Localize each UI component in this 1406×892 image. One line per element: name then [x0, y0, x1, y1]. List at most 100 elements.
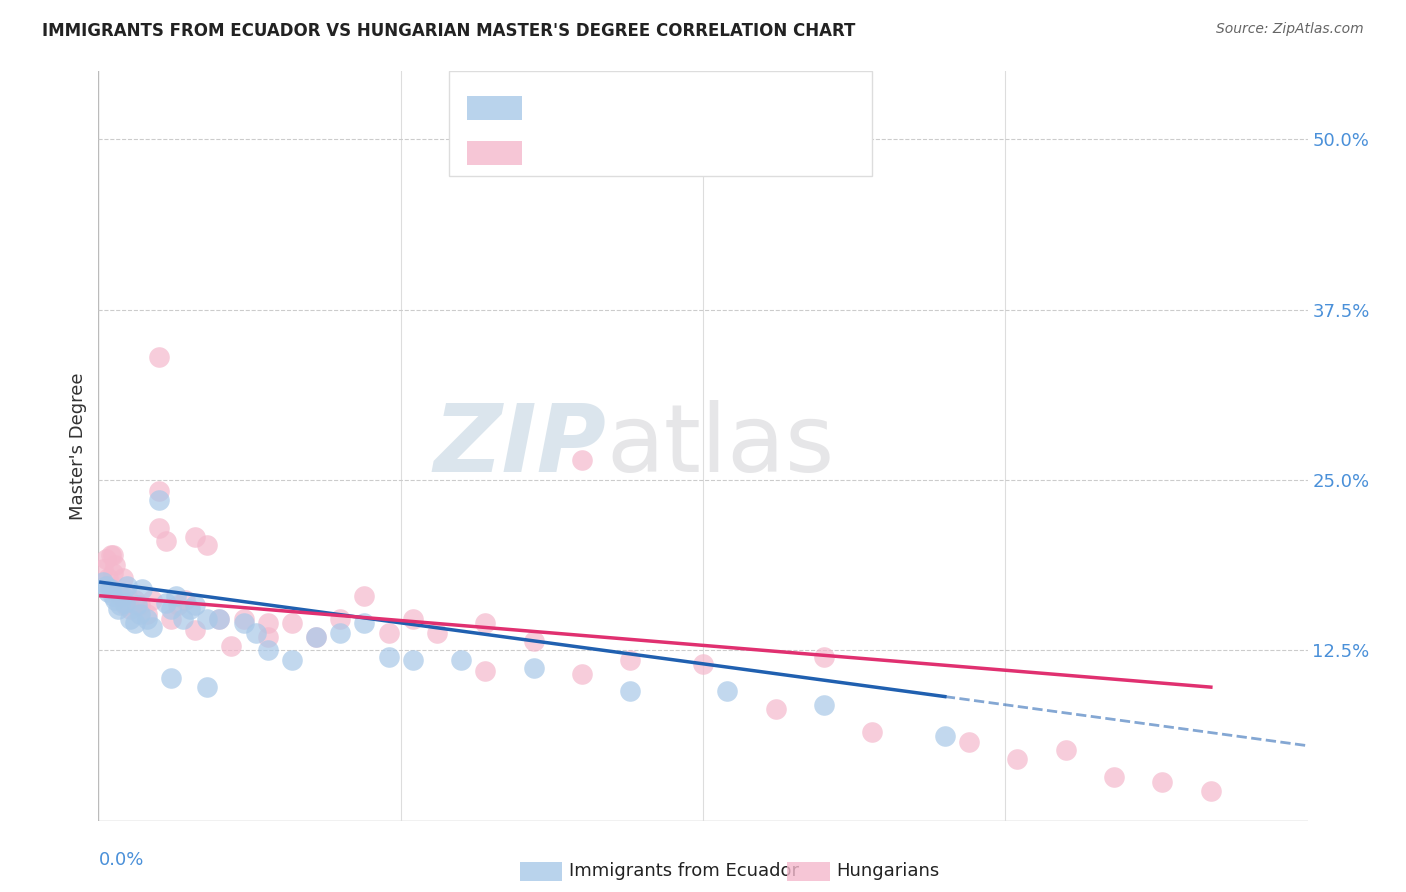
Point — [97, 584, 120, 599]
Point — [377, 650, 399, 665]
Text: Hungarians: Hungarians — [837, 863, 939, 880]
Bar — [467, 141, 522, 165]
Point — [167, 599, 190, 613]
Point — [127, 599, 149, 613]
Point — [148, 351, 170, 365]
Bar — [467, 96, 522, 120]
Point — [692, 657, 714, 671]
Point — [860, 725, 883, 739]
Point — [256, 643, 278, 657]
Point — [100, 582, 122, 596]
Point — [523, 661, 546, 675]
Point — [141, 620, 163, 634]
Point — [124, 593, 146, 607]
Point — [148, 521, 170, 535]
Point — [101, 589, 124, 603]
Point — [934, 729, 956, 743]
Point — [232, 616, 254, 631]
Point — [160, 671, 183, 685]
Point — [256, 630, 278, 644]
Point — [135, 612, 157, 626]
Point — [1007, 752, 1029, 766]
Point — [1102, 770, 1125, 784]
Point — [305, 630, 328, 644]
Point — [619, 653, 641, 667]
Point — [155, 534, 177, 549]
Point — [94, 552, 117, 566]
Point — [101, 548, 124, 562]
Point — [108, 589, 131, 603]
Point — [179, 602, 201, 616]
Point — [232, 612, 254, 626]
Point — [118, 612, 141, 626]
Point — [160, 612, 183, 626]
Point — [208, 612, 231, 626]
Point — [1199, 783, 1222, 797]
Text: Immigrants from Ecuador: Immigrants from Ecuador — [569, 863, 800, 880]
Point — [1152, 775, 1174, 789]
Point — [353, 616, 375, 631]
Point — [256, 616, 278, 631]
Point — [124, 616, 146, 631]
Point — [118, 602, 141, 616]
Text: 0.0%: 0.0% — [98, 851, 143, 869]
Point — [377, 625, 399, 640]
Point — [281, 653, 304, 667]
Point — [91, 561, 114, 575]
Text: R = -0.207   N = 55: R = -0.207 N = 55 — [534, 144, 710, 162]
Point — [571, 452, 593, 467]
Point — [957, 734, 980, 748]
Point — [281, 616, 304, 631]
Text: R = -0.493   N = 44: R = -0.493 N = 44 — [534, 99, 711, 117]
Point — [619, 684, 641, 698]
Point — [104, 558, 127, 572]
Point — [329, 612, 352, 626]
Point — [128, 599, 150, 613]
Point — [245, 625, 267, 640]
Point — [174, 593, 197, 607]
Point — [114, 596, 136, 610]
Point — [474, 616, 496, 631]
Point — [114, 599, 136, 613]
Point — [571, 666, 593, 681]
Point — [184, 599, 207, 613]
Point — [221, 640, 243, 654]
Point — [195, 612, 218, 626]
Point — [402, 612, 425, 626]
Point — [141, 593, 163, 607]
Point — [101, 566, 124, 580]
Point — [160, 602, 183, 616]
Point — [813, 650, 835, 665]
Point — [208, 612, 231, 626]
Point — [450, 653, 472, 667]
Point — [1054, 743, 1077, 757]
Point — [165, 589, 187, 603]
Point — [135, 607, 157, 621]
Point — [111, 589, 134, 603]
Point — [97, 571, 120, 585]
Point — [813, 698, 835, 712]
Point — [195, 538, 218, 552]
Point — [148, 493, 170, 508]
Point — [155, 596, 177, 610]
Point — [305, 630, 328, 644]
Point — [107, 584, 129, 599]
Point — [195, 680, 218, 694]
Point — [117, 589, 139, 603]
Point — [765, 702, 787, 716]
FancyBboxPatch shape — [449, 71, 872, 177]
Point — [426, 625, 449, 640]
Point — [474, 664, 496, 678]
Text: Source: ZipAtlas.com: Source: ZipAtlas.com — [1216, 22, 1364, 37]
Point — [402, 653, 425, 667]
Y-axis label: Master's Degree: Master's Degree — [69, 372, 87, 520]
Point — [107, 602, 129, 616]
Point — [128, 607, 150, 621]
Point — [353, 589, 375, 603]
Point — [184, 530, 207, 544]
Text: ZIP: ZIP — [433, 400, 606, 492]
Point — [117, 579, 139, 593]
Point — [94, 579, 117, 593]
Point — [111, 571, 134, 585]
Text: atlas: atlas — [606, 400, 835, 492]
